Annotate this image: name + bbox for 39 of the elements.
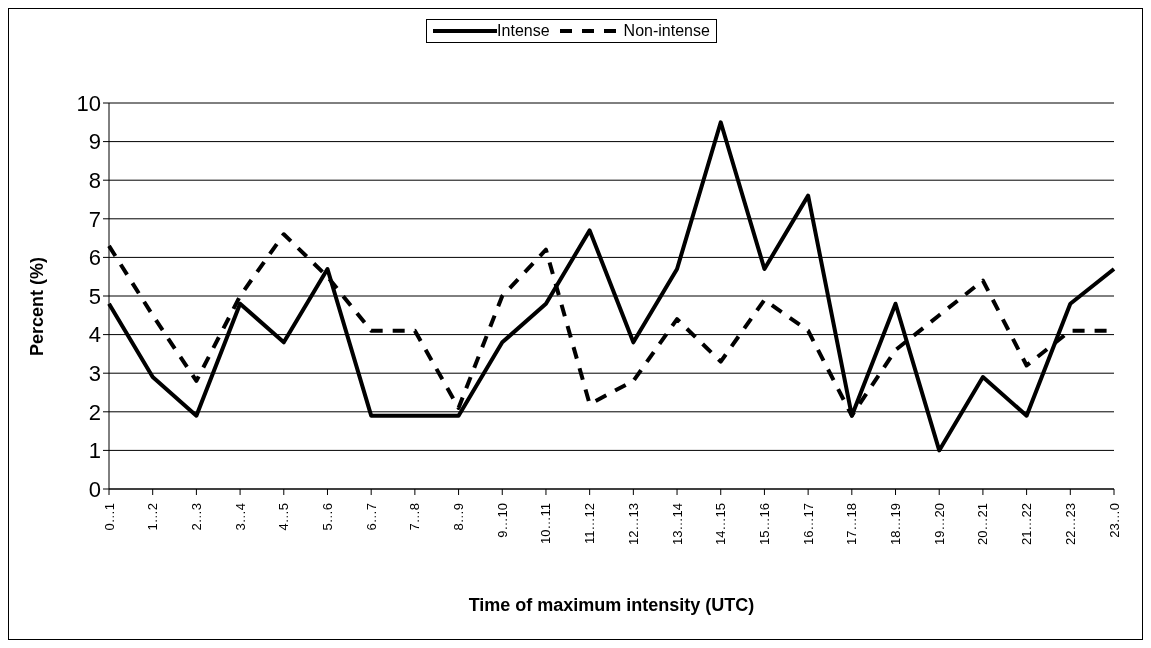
legend-label: Non-intense — [622, 22, 710, 40]
x-tick-label: 4…5 — [276, 503, 292, 531]
x-tick-label: 22…23 — [1062, 503, 1078, 545]
x-tick-label: 17…18 — [844, 503, 860, 545]
x-tick-label: 14…15 — [713, 503, 729, 545]
x-axis-title: Time of maximum intensity (UTC) — [468, 595, 755, 615]
x-tick-label: 5…6 — [319, 503, 335, 531]
x-tick-label: 18…19 — [888, 503, 904, 545]
y-tick-label: 6 — [88, 245, 101, 271]
x-tick-label: 11…12 — [582, 503, 598, 544]
y-tick-label: 1 — [88, 438, 101, 464]
x-tick-label: 21…22 — [1019, 503, 1035, 545]
y-axis-title: Percent (%) — [27, 256, 48, 356]
x-tick-label: 23…0 — [1106, 503, 1122, 538]
x-tick-label: 20…21 — [975, 503, 991, 545]
x-tick-label: 1…2 — [145, 503, 161, 531]
x-tick-label: 6…7 — [363, 503, 379, 531]
y-tick-label: 10 — [76, 90, 101, 116]
x-tick-label: 16…17 — [800, 503, 816, 545]
x-tick-label: 3…4 — [232, 503, 248, 531]
x-tick-label: 13…14 — [669, 503, 685, 545]
x-tick-label: 19…20 — [931, 503, 947, 545]
y-tick-label: 5 — [88, 283, 101, 309]
y-tick-label: 2 — [88, 399, 101, 425]
x-tick-label: 8…9 — [451, 503, 467, 531]
x-tick-label: 10…11 — [538, 503, 554, 544]
x-tick-label: 15…16 — [756, 503, 772, 545]
y-tick-label: 0 — [88, 476, 101, 502]
legend-label: Intense — [496, 22, 550, 40]
x-tick-label: 7…8 — [407, 503, 423, 531]
x-tick-label: 0…1 — [101, 503, 117, 531]
y-tick-label: 3 — [88, 361, 101, 387]
y-tick-label: 8 — [88, 168, 101, 194]
y-tick-label: 9 — [88, 129, 101, 155]
x-tick-label: 2…3 — [188, 503, 204, 531]
y-tick-label: 7 — [88, 206, 101, 232]
x-tick-label: 12…13 — [625, 503, 641, 545]
x-tick-label: 9…10 — [494, 503, 510, 538]
y-tick-label: 4 — [88, 322, 101, 348]
